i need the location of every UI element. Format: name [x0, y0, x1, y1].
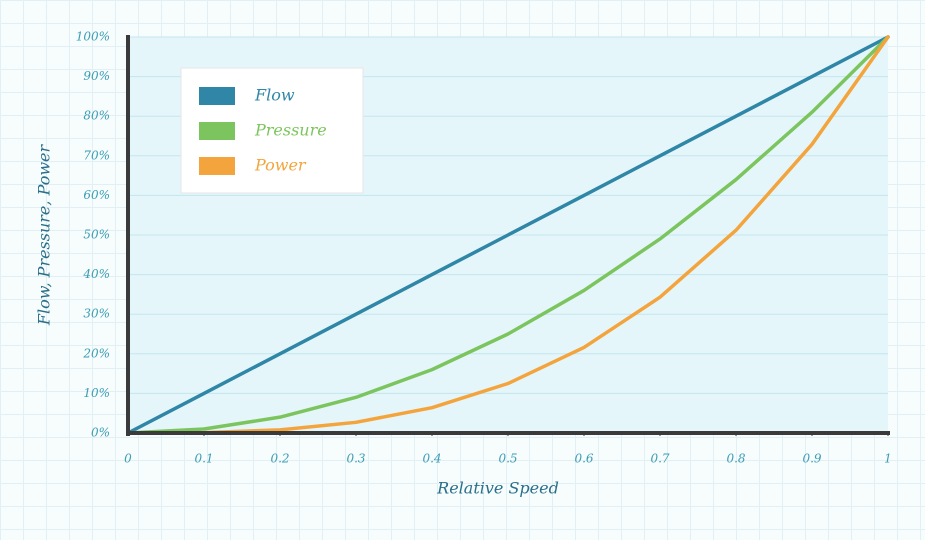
legend-label: Flow — [254, 86, 295, 105]
y-tick-label: 80% — [83, 109, 110, 123]
x-tick-label: 0.2 — [270, 452, 289, 466]
x-tick-label: 0.6 — [574, 452, 593, 466]
y-tick-label: 30% — [83, 307, 110, 321]
x-axis-title: Relative Speed — [436, 479, 559, 498]
x-tick-label: 0.3 — [346, 452, 365, 466]
legend-swatch — [199, 87, 235, 105]
y-tick-label: 10% — [83, 386, 110, 400]
line — [126, 35, 890, 435]
y-tick-label: 40% — [82, 267, 110, 281]
x-tick-label: 0.1 — [194, 452, 213, 466]
x-tick-label: 1 — [884, 452, 892, 466]
x-tick-label: 0.7 — [650, 452, 669, 466]
y-tick-label: 70% — [83, 148, 110, 162]
y-tick-label: 90% — [83, 69, 110, 83]
y-tick-label: 60% — [83, 188, 110, 202]
line — [126, 35, 890, 435]
y-tick-label: 0% — [91, 426, 110, 440]
legend-label: Pressure — [254, 121, 327, 140]
x-tick-label: 0.8 — [726, 452, 745, 466]
y-tick-label: 20% — [82, 346, 110, 360]
legend-label: Power — [254, 156, 307, 175]
y-tick-label: 100% — [76, 30, 110, 44]
x-tick-label: 0.9 — [802, 452, 821, 466]
y-axis-title: Flow, Pressure, Power — [35, 144, 54, 327]
x-tick-label: 0 — [124, 452, 132, 466]
legend-swatch — [199, 122, 235, 140]
y-tick-label: 50% — [83, 228, 110, 242]
legend-swatch — [199, 157, 235, 175]
x-tick-label: 0.4 — [422, 452, 441, 466]
line — [126, 35, 890, 435]
x-tick-label: 0.5 — [498, 452, 517, 466]
